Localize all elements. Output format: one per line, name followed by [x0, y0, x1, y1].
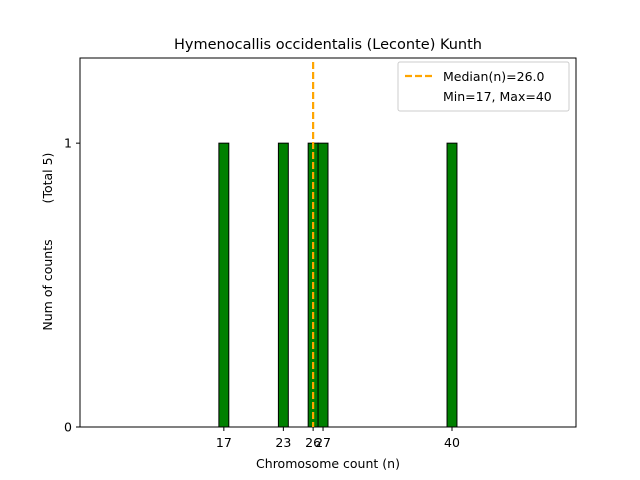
histogram-bar: [446, 142, 458, 428]
histogram-bar: [218, 142, 230, 428]
legend-frame: [397, 61, 570, 112]
histogram-bar: [277, 142, 289, 428]
x-tick-label: 23: [275, 435, 291, 450]
x-tick-label: 26: [305, 435, 321, 450]
legend-median-label: Median(n)=26.0: [443, 69, 544, 84]
y-tick-label: 1: [64, 136, 72, 151]
x-tick-label: 40: [444, 435, 460, 450]
y-axis-label: Num of counts: [40, 239, 55, 330]
chart-title: Hymenocallis occidentalis (Leconte) Kunt…: [174, 37, 482, 53]
x-tick-label: 17: [216, 435, 232, 450]
legend: Median(n)=26.0 Min=17, Max=40: [397, 61, 570, 112]
x-axis-label: Chromosome count (n): [256, 456, 400, 471]
x-tick-label: 27: [315, 435, 331, 450]
histogram-bar: [317, 142, 329, 428]
y-axis-total-note: (Total 5): [40, 153, 55, 204]
y-tick-label: 0: [64, 420, 72, 435]
legend-range-label: Min=17, Max=40: [443, 89, 552, 104]
